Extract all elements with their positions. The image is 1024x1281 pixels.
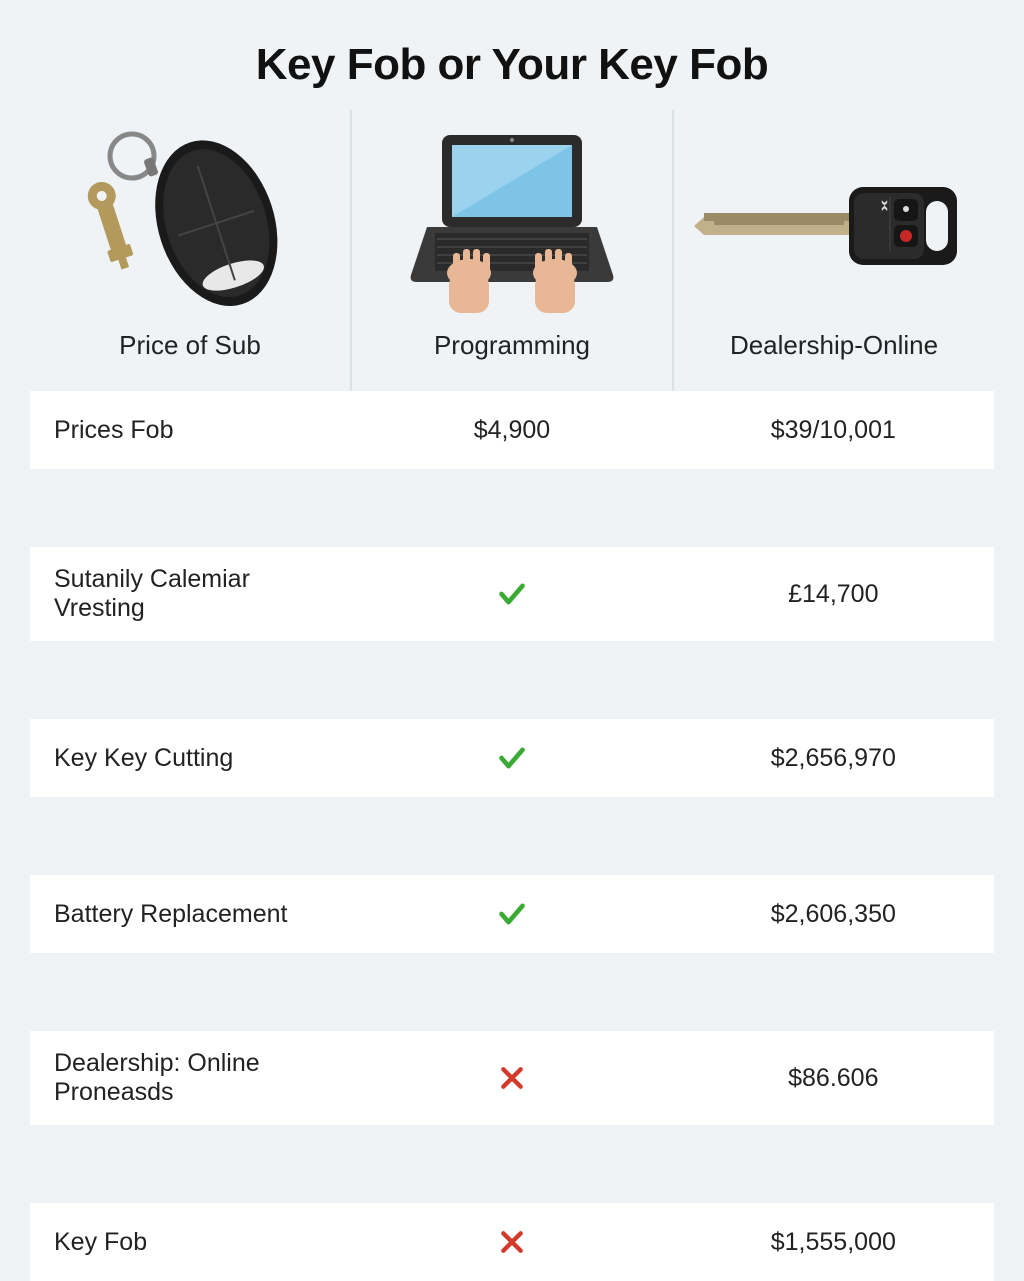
row-col-dealership: $86.606 (673, 1031, 994, 1125)
row-label: Key Key Cutting (30, 719, 351, 797)
check-icon (498, 580, 526, 608)
cell-value: $39/10,001 (771, 416, 896, 445)
row-col-dealership: $39/10,001 (673, 391, 994, 469)
comparison-table: Price of Sub (30, 110, 994, 1281)
check-icon (498, 744, 526, 772)
cell-value: $86.606 (788, 1064, 878, 1093)
row-col-dealership: $2,656,970 (673, 719, 994, 797)
table-row: Prices Fob $4,900 $39/10,001 (30, 391, 994, 469)
row-col-programming (351, 719, 672, 797)
check-icon (498, 900, 526, 928)
cell-value: £14,700 (788, 580, 878, 609)
table-row: Key Fob $1,555,000 (30, 1203, 994, 1281)
cell-value: $4,900 (474, 416, 550, 445)
cross-icon (499, 1065, 525, 1091)
table-row: Battery Replacement $2,606,350 (30, 875, 994, 953)
laptop-icon (397, 120, 627, 330)
column-header-sub: Price of Sub (30, 110, 350, 391)
column-header-dealership: Dealership-Online (672, 110, 994, 391)
row-label: Prices Fob (30, 391, 351, 469)
table-row: Key Key Cutting $2,656,970 (30, 719, 994, 797)
row-col-programming (351, 547, 672, 641)
page-title: Key Fob or Your Key Fob (30, 40, 994, 90)
row-col-dealership: £14,700 (673, 547, 994, 641)
row-label: Sutanily Calemiar Vresting (30, 547, 351, 641)
row-col-dealership: $2,606,350 (673, 875, 994, 953)
row-label: Key Fob (30, 1203, 351, 1281)
table-header-row: Price of Sub (30, 110, 994, 391)
cross-icon (499, 1229, 525, 1255)
row-col-programming (351, 1031, 672, 1125)
row-col-programming (351, 875, 672, 953)
cell-value: $2,656,970 (771, 744, 896, 773)
row-col-programming: $4,900 (351, 391, 672, 469)
table-row: Sutanily Calemiar Vresting £14,700 (30, 547, 994, 641)
column-header-programming: Programming (350, 110, 672, 391)
keyfob-icon (60, 120, 320, 330)
car-key-icon (694, 120, 974, 330)
cell-value: $2,606,350 (771, 900, 896, 929)
row-col-programming (351, 1203, 672, 1281)
row-col-dealership: $1,555,000 (673, 1203, 994, 1281)
column-label: Dealership-Online (730, 330, 938, 361)
table-row: Dealership: Online Proneasds $86.606 (30, 1031, 994, 1125)
column-label: Programming (434, 330, 590, 361)
row-label: Dealership: Online Proneasds (30, 1031, 351, 1125)
column-label: Price of Sub (119, 330, 261, 361)
cell-value: $1,555,000 (771, 1228, 896, 1257)
row-label: Battery Replacement (30, 875, 351, 953)
